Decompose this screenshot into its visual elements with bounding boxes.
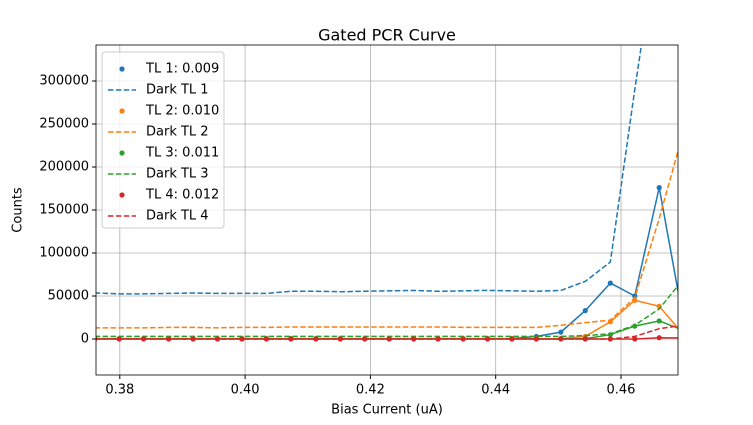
legend-label: TL 3: 0.011 (145, 146, 219, 161)
series-line (96, 325, 678, 340)
data-point (607, 280, 613, 286)
plot-area (96, 45, 678, 342)
data-point (533, 336, 540, 342)
x-tick-label: 0.40 (231, 383, 260, 398)
legend-marker (119, 150, 125, 156)
y-tick-label: 100000 (39, 246, 89, 261)
data-point (656, 335, 662, 341)
x-tick-label: 0.46 (607, 383, 636, 398)
data-point (288, 336, 294, 342)
data-point (509, 336, 515, 342)
legend-label: Dark TL 4 (146, 209, 209, 224)
chart-title: Gated PCR Curve (318, 26, 456, 45)
x-tick-label: 0.44 (481, 383, 510, 398)
data-point (313, 336, 319, 342)
data-point (632, 336, 638, 342)
y-axis-label: Counts (11, 187, 26, 233)
legend-marker (119, 66, 125, 72)
data-point (632, 323, 638, 329)
data-point (263, 336, 270, 342)
data-point (558, 329, 564, 335)
data-point (582, 308, 588, 314)
legend-marker (119, 108, 125, 114)
y-tick-label: 200000 (39, 159, 89, 174)
series-line (96, 148, 678, 329)
data-point (632, 293, 638, 299)
x-tick-label: 0.38 (105, 383, 134, 398)
data-point (656, 185, 662, 191)
legend-marker (119, 192, 125, 198)
y-tick-label: 300000 (39, 73, 89, 88)
y-tick-label: 50000 (48, 289, 89, 304)
legend-label: Dark TL 1 (146, 83, 209, 98)
plot-frame (95, 44, 679, 376)
y-tick-label: 250000 (39, 116, 89, 131)
y-tick-label: 0 (81, 332, 89, 347)
series-line (96, 45, 643, 295)
data-point (656, 318, 662, 324)
data-point (484, 336, 491, 342)
legend-label: TL 2: 0.010 (145, 104, 219, 119)
legend-label: TL 1: 0.009 (145, 62, 219, 77)
x-axis-label: Bias Current (uA) (331, 403, 443, 418)
x-tick-label: 0.42 (356, 383, 385, 398)
legend-label: Dark TL 2 (146, 125, 209, 140)
y-tick-label: 150000 (39, 203, 89, 218)
legend-box (101, 51, 225, 229)
legend-label: TL 4: 0.012 (145, 188, 219, 203)
legend-label: Dark TL 3 (146, 167, 209, 182)
